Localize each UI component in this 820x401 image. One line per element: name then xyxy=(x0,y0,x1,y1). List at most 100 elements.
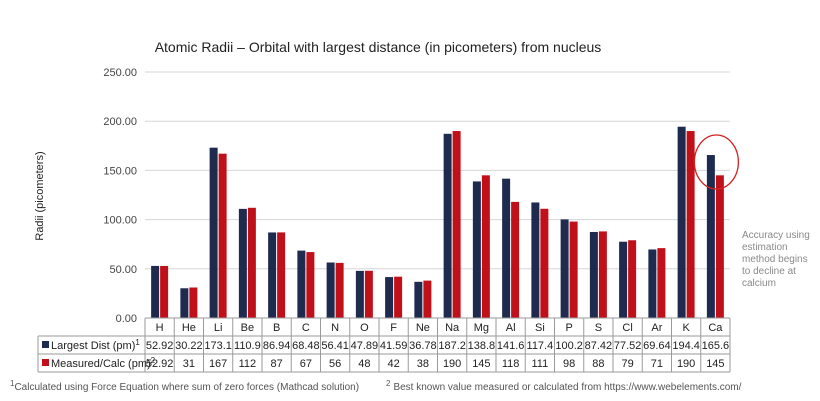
category-label: Si xyxy=(535,322,545,334)
legend-swatch-series-2 xyxy=(42,359,49,366)
data-label-al-series-1: 141.6 xyxy=(497,340,525,352)
bar-p-series-2 xyxy=(569,221,578,318)
data-label-na-series-2: 190 xyxy=(443,358,461,370)
category-label: Li xyxy=(214,322,223,334)
category-label: N xyxy=(331,322,339,334)
annotation-line: estimation xyxy=(742,242,788,253)
series-name: Largest Dist (pm) xyxy=(51,340,135,352)
data-label-p-series-2: 98 xyxy=(563,358,575,370)
series-sup: 1 xyxy=(135,338,140,347)
data-label-ne-series-1: 36.78 xyxy=(409,340,437,352)
category-label: Cl xyxy=(622,322,632,334)
footnote-1-mark: 1 xyxy=(10,379,15,388)
data-label-na-series-1: 187.2 xyxy=(438,340,466,352)
data-label-ca-series-1: 165.6 xyxy=(702,340,730,352)
data-label-si-series-1: 117.4 xyxy=(527,340,554,352)
bar-c-series-1 xyxy=(297,250,306,318)
data-label-s-series-2: 88 xyxy=(592,358,604,370)
bar-h-series-2 xyxy=(160,265,169,318)
bar-al-series-2 xyxy=(511,201,520,318)
series-label-1: Largest Dist (pm)1 xyxy=(51,338,140,352)
data-label-be-series-2: 112 xyxy=(239,358,257,370)
category-label: K xyxy=(682,322,690,334)
category-label: Na xyxy=(445,322,460,334)
bar-si-series-2 xyxy=(540,208,549,318)
bar-k-series-1 xyxy=(677,126,686,318)
category-label: Be xyxy=(241,322,254,334)
y-axis-label: Radii (picometers) xyxy=(34,151,46,240)
bar-ar-series-1 xyxy=(648,249,657,318)
bar-ar-series-2 xyxy=(657,248,666,318)
bar-c-series-2 xyxy=(306,252,315,318)
data-label-s-series-1: 87.42 xyxy=(585,340,613,352)
bar-o-series-2 xyxy=(364,270,373,318)
bar-na-series-1 xyxy=(443,133,452,318)
category-label: Ar xyxy=(651,322,662,334)
bar-p-series-1 xyxy=(560,219,569,318)
data-label-ne-series-2: 38 xyxy=(417,358,429,370)
data-label-f-series-1: 41.59 xyxy=(380,340,408,352)
annotation-line: to decline at xyxy=(742,266,796,277)
category-label: H xyxy=(156,322,164,334)
bar-be-series-2 xyxy=(247,207,256,318)
bar-al-series-1 xyxy=(502,178,511,318)
bar-mg-series-1 xyxy=(472,181,481,318)
bar-n-series-1 xyxy=(326,262,335,318)
data-label-si-series-2: 111 xyxy=(532,358,549,370)
data-label-o-series-2: 48 xyxy=(358,358,370,370)
bar-s-series-2 xyxy=(598,231,607,318)
data-table: H He Li Be B C N O F Ne Na Mg Al Si P S Cl Ar K Ca Largest D… xyxy=(37,317,731,373)
data-label-cl-series-2: 79 xyxy=(622,358,634,370)
data-label-ar-series-2: 71 xyxy=(651,358,663,370)
data-label-b-series-1: 86.94 xyxy=(263,340,291,352)
bar-li-series-2 xyxy=(218,153,227,318)
data-label-c-series-1: 68.48 xyxy=(292,340,320,352)
category-label: F xyxy=(390,322,397,334)
y-tick-label: 150.00 xyxy=(103,165,137,177)
data-label-al-series-2: 118 xyxy=(502,358,520,370)
data-label-h-series-2: 52.92 xyxy=(146,358,174,370)
bar-na-series-2 xyxy=(452,131,461,318)
legend-swatch-series-1 xyxy=(42,341,49,348)
y-tick-labels: 0.00 50.00 100.00 150.00 200.00 250.00 xyxy=(103,67,137,325)
footnote-2: 2 Best known value measured or calculated… xyxy=(386,379,742,393)
data-label-he-series-2: 31 xyxy=(183,358,195,370)
annotation-line: calcium xyxy=(742,278,776,289)
bar-cl-series-1 xyxy=(619,241,628,318)
gridlines xyxy=(145,71,730,319)
category-label: Al xyxy=(506,322,516,334)
bar-ca-series-2 xyxy=(715,175,724,318)
footnote-2-mark: 2 xyxy=(386,379,391,388)
category-label: P xyxy=(565,322,572,334)
y-tick-label: 100.00 xyxy=(103,215,137,227)
footnotes: 1Calculated using Force Equation where s… xyxy=(10,379,742,393)
series-label-2: Measured/Calc (pm)2 xyxy=(51,356,156,370)
data-label-h-series-1: 52.92 xyxy=(146,340,174,352)
annotation-line: Accuracy using xyxy=(742,230,810,241)
chart-title: Atomic Radii – Orbital with largest dist… xyxy=(155,39,602,55)
category-label: S xyxy=(595,322,602,334)
y-tick-label: 250.00 xyxy=(103,67,137,79)
category-label: Ca xyxy=(708,322,723,334)
bars xyxy=(151,126,724,318)
data-label-be-series-1: 110.9 xyxy=(234,340,261,352)
data-label-o-series-1: 47.89 xyxy=(351,340,379,352)
y-tick-label: 200.00 xyxy=(103,116,137,128)
data-label-f-series-2: 42 xyxy=(388,358,400,370)
data-label-n-series-1: 56.41 xyxy=(321,340,349,352)
bar-si-series-1 xyxy=(531,202,540,318)
data-label-n-series-2: 56 xyxy=(329,358,341,370)
bar-mg-series-2 xyxy=(481,175,490,318)
data-label-k-series-2: 190 xyxy=(677,358,695,370)
bar-b-series-2 xyxy=(277,232,286,318)
bar-cl-series-2 xyxy=(628,240,637,318)
series-name: Measured/Calc (pm) xyxy=(51,358,151,370)
bar-ne-series-2 xyxy=(423,280,432,318)
bar-he-series-1 xyxy=(180,288,189,318)
footnote-1: 1Calculated using Force Equation where s… xyxy=(10,379,359,393)
bar-f-series-2 xyxy=(394,276,403,318)
data-label-c-series-2: 67 xyxy=(300,358,312,370)
bar-b-series-1 xyxy=(268,232,277,318)
